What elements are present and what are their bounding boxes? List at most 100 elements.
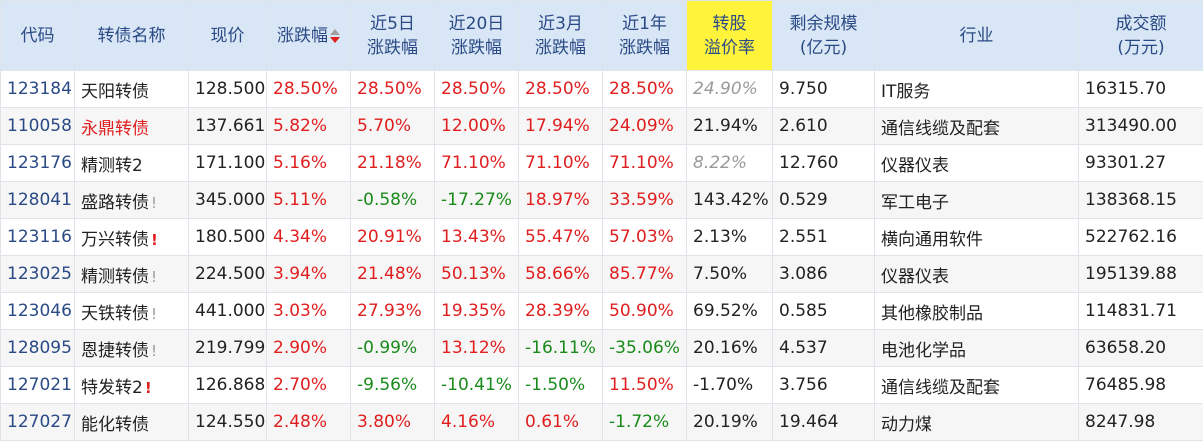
chg1y-cell: 50.90% (602, 292, 687, 330)
chg3m-cell: -16.11% (518, 329, 603, 367)
chg20d-cell: 13.43% (434, 218, 519, 256)
price-cell: 124.550 (188, 403, 267, 441)
industry-cell: 仪器仪表 (874, 144, 1079, 182)
price-cell: 180.500 (188, 218, 267, 256)
chg20d-cell: -17.27% (434, 181, 519, 219)
header-scale[interactable]: 剩余规模 (亿元) (772, 0, 875, 71)
table-row[interactable]: 123025 精测转债! 224.500 3.94% 21.48% 50.13% 58.66… (0, 255, 1203, 293)
bond-name-cell[interactable]: 恩捷转债! (74, 329, 189, 367)
premium-cell: 2.13% (686, 218, 773, 256)
bond-name-cell[interactable]: 盛路转债! (74, 181, 189, 219)
chg3m-cell: 0.61% (518, 403, 603, 441)
chg20d-cell: -10.41% (434, 366, 519, 404)
bond-name: 精测转2 (81, 155, 143, 176)
chg3m-cell: 28.50% (518, 70, 603, 108)
scale-cell: 3.756 (772, 366, 875, 404)
chg3m-cell: 17.94% (518, 107, 603, 145)
table-row[interactable]: 128041 盛路转债! 345.000 5.11% -0.58% -17.27% 18.9… (0, 181, 1203, 219)
table-row[interactable]: 127021 特发转2! 126.868 2.70% -9.56% -10.41% -1.5… (0, 366, 1203, 404)
chg3m-cell: 55.47% (518, 218, 603, 256)
header-industry[interactable]: 行业 (874, 0, 1079, 71)
chg5d-cell: 21.18% (350, 144, 435, 182)
price-cell: 128.500 (188, 70, 267, 108)
chg1y-cell: 57.03% (602, 218, 687, 256)
bond-name-cell[interactable]: 能化转债 (74, 403, 189, 441)
table-row[interactable]: 110058 永鼎转债 137.661 5.82% 5.70% 12.00% 17.94% 2… (0, 107, 1203, 145)
chg5d-cell: 27.93% (350, 292, 435, 330)
bond-code-link[interactable]: 110058 (0, 107, 75, 145)
bond-name-cell[interactable]: 精测转2 (74, 144, 189, 182)
volume-cell: 93301.27 (1078, 144, 1203, 182)
scale-cell: 19.464 (772, 403, 875, 441)
header-chg1y-line1: 近1年 (622, 13, 667, 34)
volume-cell: 114831.71 (1078, 292, 1203, 330)
change-cell: 5.11% (266, 181, 351, 219)
bond-name-cell[interactable]: 精测转债! (74, 255, 189, 293)
header-chg1y-line2: 涨跌幅 (619, 37, 670, 58)
bond-name-cell[interactable]: 特发转2! (74, 366, 189, 404)
chg3m-cell: 18.97% (518, 181, 603, 219)
table-row[interactable]: 128095 恩捷转债! 219.799 2.90% -0.99% 13.12% -16.1… (0, 329, 1203, 367)
bond-code-link[interactable]: 128095 (0, 329, 75, 367)
sort-indicator-icon[interactable] (330, 28, 340, 43)
chg20d-cell: 12.00% (434, 107, 519, 145)
header-row: 代码 转债名称 现价 涨跌幅 近5日 涨跌幅 近20日 涨跌幅 近3月 涨跌幅 近1年… (0, 0, 1203, 71)
premium-cell: 8.22% (686, 144, 773, 182)
bond-code-link[interactable]: 123176 (0, 144, 75, 182)
header-chg3m[interactable]: 近3月 涨跌幅 (518, 0, 603, 71)
premium-cell: 20.16% (686, 329, 773, 367)
industry-cell: 军工电子 (874, 181, 1079, 219)
chg5d-cell: 5.70% (350, 107, 435, 145)
header-change-label: 涨跌幅 (277, 25, 328, 46)
price-cell: 219.799 (188, 329, 267, 367)
chg20d-cell: 19.35% (434, 292, 519, 330)
header-chg1y[interactable]: 近1年涨跌幅 (602, 0, 687, 71)
premium-cell: 143.42% (686, 181, 773, 219)
warning-flag-icon: ! (151, 193, 158, 212)
industry-cell: 动力煤 (874, 403, 1079, 441)
header-chg5d[interactable]: 近5日 涨跌幅 (350, 0, 435, 71)
header-premium[interactable]: 转股 溢价率 (686, 0, 773, 71)
scale-cell: 0.529 (772, 181, 875, 219)
chg20d-cell: 71.10% (434, 144, 519, 182)
warning-flag-icon: ! (151, 230, 158, 249)
header-chg20d[interactable]: 近20日 涨跌幅 (434, 0, 519, 71)
industry-cell: 仪器仪表 (874, 255, 1079, 293)
table-row[interactable]: 123116 万兴转债! 180.500 4.34% 20.91% 13.43% 55.47… (0, 218, 1203, 256)
bond-code-link[interactable]: 128041 (0, 181, 75, 219)
header-chg5d-line1: 近5日 (370, 13, 415, 34)
header-change[interactable]: 涨跌幅 (266, 0, 351, 71)
table-row[interactable]: 127027 能化转债 124.550 2.48% 3.80% 4.16% 0.61% -1.… (0, 403, 1203, 441)
bond-name: 盛路转债 (81, 192, 149, 213)
scale-cell: 0.585 (772, 292, 875, 330)
bond-name: 万兴转债 (81, 229, 149, 250)
header-volume[interactable]: 成交额 (万元) (1078, 0, 1203, 71)
header-industry-label: 行业 (959, 25, 994, 46)
bond-code-link[interactable]: 123025 (0, 255, 75, 293)
table-row[interactable]: 123046 天铁转债! 441.000 3.03% 27.93% 19.35% 28.39… (0, 292, 1203, 330)
bond-code-link[interactable]: 123116 (0, 218, 75, 256)
scale-cell: 2.551 (772, 218, 875, 256)
bond-name-cell[interactable]: 天阳转债 (74, 70, 189, 108)
header-name[interactable]: 转债名称 (74, 0, 189, 71)
bond-code-link[interactable]: 123184 (0, 70, 75, 108)
chg1y-cell: 85.77% (602, 255, 687, 293)
header-scale-line2: (亿元) (799, 37, 848, 58)
volume-cell: 16315.70 (1078, 70, 1203, 108)
bond-code-link[interactable]: 127027 (0, 403, 75, 441)
scale-cell: 4.537 (772, 329, 875, 367)
bond-name-cell[interactable]: 永鼎转债 (74, 107, 189, 145)
bond-name-cell[interactable]: 万兴转债! (74, 218, 189, 256)
bond-name-cell[interactable]: 天铁转债! (74, 292, 189, 330)
scale-cell: 12.760 (772, 144, 875, 182)
bond-code-link[interactable]: 127021 (0, 366, 75, 404)
header-code[interactable]: 代码 (0, 0, 75, 71)
bond-code-link[interactable]: 123046 (0, 292, 75, 330)
table-row[interactable]: 123184 天阳转债 128.500 28.50% 28.50% 28.50% 28.50… (0, 70, 1203, 108)
price-cell: 171.100 (188, 144, 267, 182)
warning-flag-icon: ! (144, 378, 152, 397)
header-price[interactable]: 现价 (188, 0, 267, 71)
header-name-label: 转债名称 (97, 25, 166, 46)
table-row[interactable]: 123176 精测转2 171.100 5.16% 21.18% 71.10% 71.10%… (0, 144, 1203, 182)
